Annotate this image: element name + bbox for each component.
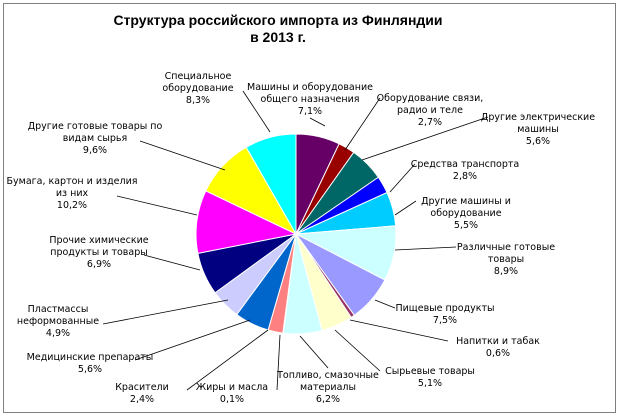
slice-name: Топливо, смазочные [276, 370, 379, 381]
slice-value: 8,9% [494, 266, 518, 277]
slice-value: 7,1% [298, 106, 322, 117]
slice-name: Пищевые продукты [395, 303, 494, 314]
slice-name: оборудование [430, 208, 501, 219]
slice-name: Средства транспорта [411, 159, 520, 170]
slice-name: материалы [300, 382, 356, 393]
slice-value: 6,2% [316, 394, 340, 405]
slice-label-13: Медицинские препараты 5,6% [27, 352, 154, 375]
slice-name: Прочие химические [49, 235, 148, 246]
slice-name: неформованные [17, 316, 99, 327]
slice-value: 5,1% [418, 378, 442, 389]
slice-label-7: Пищевые продукты 7,5% [395, 303, 494, 326]
slice-value: 8,3% [186, 95, 210, 106]
slice-label-8: Напитки и табак 0,6% [456, 336, 540, 359]
leader-line-12 [186, 329, 269, 391]
pie-slice-18 [245, 133, 297, 236]
slice-label-11: Жиры и масла 0,1% [196, 382, 268, 405]
leader-line-9 [334, 329, 381, 372]
slice-name: видам сырья [63, 133, 127, 144]
slice-name: продукты и товары [50, 247, 148, 258]
slice-value: 9,6% [83, 145, 107, 156]
leader-line-15 [143, 254, 201, 271]
slice-value: 0,6% [486, 348, 510, 359]
slice-name: Различные готовые [457, 242, 555, 253]
leader-line-14 [102, 299, 229, 325]
leader-line-16 [116, 195, 198, 216]
slice-value: 2,4% [130, 394, 154, 405]
slice-value: 5,6% [526, 136, 550, 147]
slice-name: Специальное [165, 71, 232, 82]
leader-line-5 [394, 200, 417, 216]
slice-name: Другие электрические [481, 112, 595, 123]
slice-label-16: Бумага, картон и изделия из них 10,2% [7, 176, 138, 211]
leader-line-11 [276, 334, 281, 391]
slice-name: машины [517, 124, 559, 135]
slice-name: Бумага, картон и изделия [7, 176, 138, 187]
slice-label-10: Топливо, смазочные материалы 6,2% [276, 370, 379, 405]
slice-name: радио и теле [397, 105, 463, 116]
leader-line-10 [299, 335, 329, 369]
slice-name: общего назначения [261, 94, 360, 105]
slice-label-1: Машины и оборудование общего назначения 7,… [247, 82, 373, 117]
leader-line-4 [389, 163, 416, 193]
slice-name: Напитки и табак [456, 336, 540, 347]
leader-line-3 [361, 116, 489, 161]
leader-line-8 [349, 319, 449, 342]
slice-name: Оборудование связи, [377, 93, 484, 104]
slice-name: Другие машины и [421, 196, 511, 207]
slice-label-5: Другие машины и оборудование 5,5% [421, 196, 511, 231]
leader-line-13 [134, 319, 251, 361]
slice-name: Другие готовые товары по [28, 121, 163, 132]
slice-label-14: Пластмассы неформованные 4,9% [17, 304, 99, 339]
slice-name: из них [56, 188, 89, 199]
slice-name: Красители [115, 382, 169, 393]
slice-label-3: Другие электрические машины 5,6% [481, 112, 595, 147]
slice-label-17: Другие готовые товары по видам сырья 9,6% [28, 121, 163, 156]
slice-label-18: Специальное оборудование 8,3% [162, 71, 233, 106]
slice-label-9: Сырьевые товары 5,1% [385, 366, 475, 389]
slice-label-12: Красители 2,4% [115, 382, 169, 405]
slice-name: Жиры и масла [196, 382, 268, 393]
leader-line-7 [374, 299, 396, 309]
leader-line-17 [139, 140, 226, 171]
chart-title: Структура российского импорта из Финлянд… [0, 12, 556, 46]
slice-name: Сырьевые товары [385, 366, 475, 377]
leader-line-6 [394, 246, 457, 251]
slice-name: товары [488, 254, 524, 265]
slice-name: Пластмассы [28, 304, 89, 315]
slice-label-15: Прочие химические продукты и товары 6,9% [49, 235, 148, 270]
slice-value: 6,9% [87, 259, 111, 270]
leader-line-1 [309, 117, 326, 127]
chart-title-line-1: Структура российского импорта из Финлянд… [113, 12, 443, 28]
leader-line-18 [242, 90, 271, 133]
slice-value: 10,2% [57, 200, 87, 211]
slice-value: 5,5% [454, 220, 478, 231]
slice-value: 5,6% [78, 364, 102, 375]
slice-value: 7,5% [433, 315, 457, 326]
slice-name: Машины и оборудование [247, 82, 373, 93]
slice-value: 4,9% [46, 328, 70, 339]
slice-label-6: Различные готовые товары 8,9% [457, 242, 555, 277]
slice-value: 0,1% [220, 394, 244, 405]
slice-label-2: Оборудование связи, радио и теле 2,7% [377, 93, 484, 128]
leader-line-2 [344, 97, 381, 151]
slice-name: Медицинские препараты [27, 352, 154, 363]
slice-name: оборудование [162, 83, 233, 94]
chart-title-line-2: в 2013 г. [250, 29, 306, 45]
slice-value: 2,7% [418, 117, 442, 128]
slice-value: 2,8% [453, 171, 477, 182]
slice-label-4: Средства транспорта 2,8% [411, 159, 520, 182]
